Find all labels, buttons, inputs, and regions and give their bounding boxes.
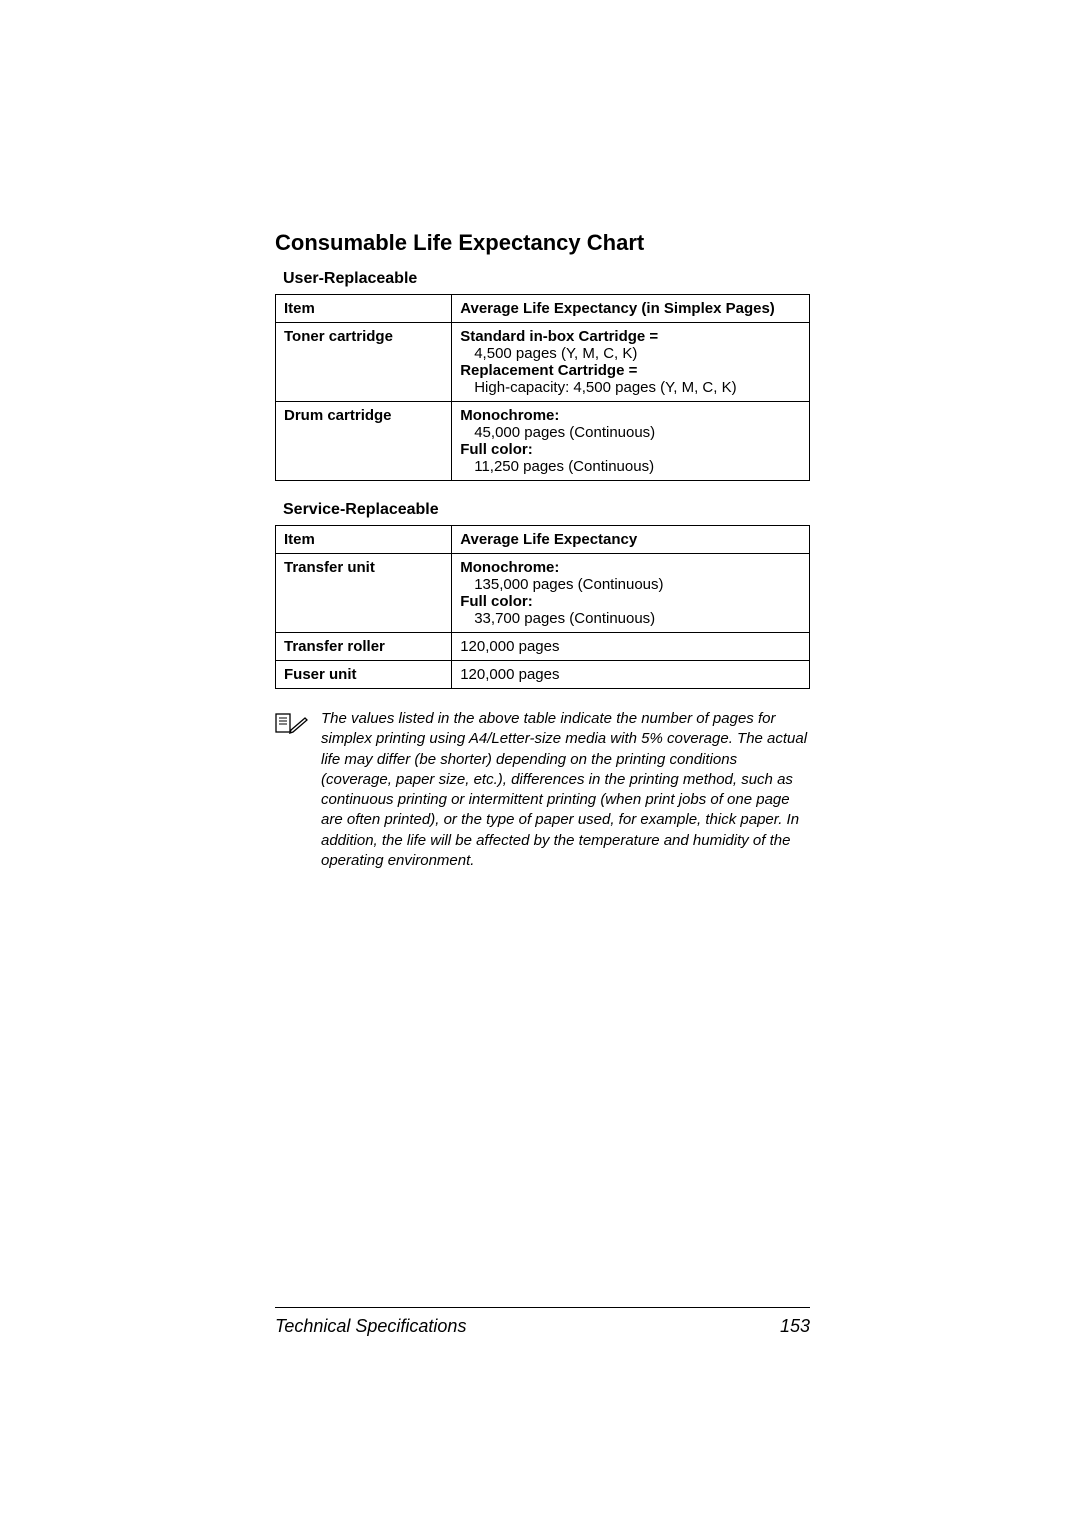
col-desc-header: Average Life Expectancy — [452, 526, 810, 554]
row-item: Fuser unit — [276, 661, 452, 689]
desc-value: High-capacity: 4,500 pages (Y, M, C, K) — [474, 379, 801, 396]
table2-heading: Service-Replaceable — [283, 501, 810, 519]
desc-label: Full color: — [460, 441, 533, 458]
footer-left: Technical Specifications — [275, 1316, 466, 1337]
desc-value: 4,500 pages (Y, M, C, K) — [474, 345, 801, 362]
desc-value: 135,000 pages (Continuous) — [474, 576, 801, 593]
footer-page-number: 153 — [780, 1316, 810, 1337]
table-row: Drum cartridge Monochrome: 45,000 pages … — [276, 402, 810, 481]
table-row: Transfer roller 120,000 pages — [276, 633, 810, 661]
desc-label: Standard in-box Cartridge = — [460, 328, 658, 345]
table-service-replaceable: Item Average Life Expectancy Transfer un… — [275, 525, 810, 689]
table-row: Toner cartridge Standard in-box Cartridg… — [276, 323, 810, 402]
desc-value: 33,700 pages (Continuous) — [474, 610, 801, 627]
desc-label: Replacement Cartridge = — [460, 362, 637, 379]
row-item: Toner cartridge — [276, 323, 452, 402]
table-row: Transfer unit Monochrome: 135,000 pages … — [276, 554, 810, 633]
row-desc: Standard in-box Cartridge = 4,500 pages … — [452, 323, 810, 402]
note-text: The values listed in the above table ind… — [321, 709, 810, 871]
row-item: Transfer roller — [276, 633, 452, 661]
section-title: Consumable Life Expectancy Chart — [275, 230, 810, 256]
desc-value: 11,250 pages (Continuous) — [474, 458, 801, 475]
row-item: Drum cartridge — [276, 402, 452, 481]
row-desc: 120,000 pages — [452, 661, 810, 689]
table-row: Fuser unit 120,000 pages — [276, 661, 810, 689]
row-desc: 120,000 pages — [452, 633, 810, 661]
table-header-row: Item Average Life Expectancy — [276, 526, 810, 554]
note-icon — [275, 712, 309, 739]
table-header-row: Item Average Life Expectancy (in Simplex… — [276, 295, 810, 323]
row-item: Transfer unit — [276, 554, 452, 633]
desc-label: Monochrome: — [460, 407, 559, 424]
page-footer: Technical Specifications 153 — [275, 1307, 810, 1337]
desc-label: Monochrome: — [460, 559, 559, 576]
note-block: The values listed in the above table ind… — [275, 709, 810, 871]
table1-heading: User-Replaceable — [283, 270, 810, 288]
table-user-replaceable: Item Average Life Expectancy (in Simplex… — [275, 294, 810, 481]
row-desc: Monochrome: 45,000 pages (Continuous) Fu… — [452, 402, 810, 481]
col-item-header: Item — [276, 295, 452, 323]
desc-value: 45,000 pages (Continuous) — [474, 424, 801, 441]
desc-label: Full color: — [460, 593, 533, 610]
col-item-header: Item — [276, 526, 452, 554]
col-desc-header: Average Life Expectancy (in Simplex Page… — [452, 295, 810, 323]
row-desc: Monochrome: 135,000 pages (Continuous) F… — [452, 554, 810, 633]
